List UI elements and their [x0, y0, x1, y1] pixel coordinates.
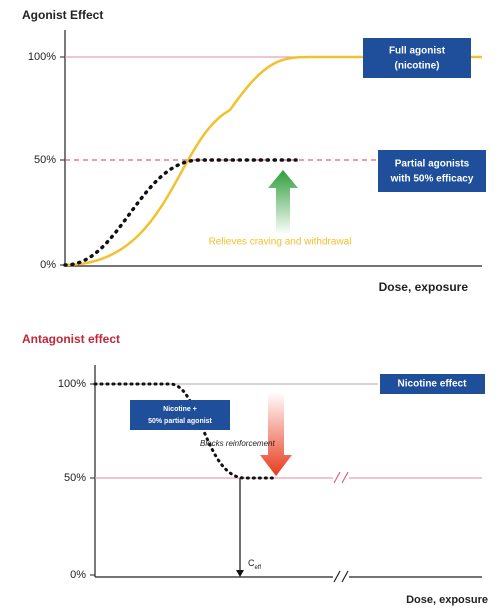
panel-title: Antagonist effect: [22, 332, 120, 346]
y-label: 50%: [34, 154, 56, 166]
concentration-label: Ceff: [248, 558, 261, 570]
annotation: Relieves craving and withdrawal: [209, 237, 352, 248]
c-main: C: [248, 558, 255, 568]
bottom-panel: Antagonist effect 100% 50% 0% Blocks rei…: [22, 332, 488, 606]
combined-curve: [93, 382, 277, 480]
box-text: (nicotine): [395, 61, 440, 72]
y-label: 100%: [58, 378, 86, 390]
green-arrow: [268, 170, 298, 235]
label-box: [130, 400, 230, 430]
partial-agonist-curve: [63, 158, 298, 267]
box-text: Nicotine effect: [398, 379, 468, 390]
x-label: Dose, exposure: [379, 280, 469, 294]
y-label: 50%: [64, 472, 86, 484]
y-label: 100%: [28, 51, 56, 63]
y-label: 0%: [70, 569, 86, 581]
box-text: Partial agonists: [395, 159, 470, 170]
red-arrow: [260, 392, 292, 476]
panel-title: Agonist Effect: [22, 8, 103, 22]
box-text: Full agonist: [389, 46, 446, 57]
box-text: 50% partial agonist: [148, 418, 212, 425]
axis-break: [333, 570, 349, 583]
label-box: [380, 374, 485, 394]
c-sub: eff: [255, 565, 262, 571]
y-label: 0%: [40, 259, 56, 271]
label-box: [378, 150, 486, 192]
top-panel: Agonist Effect 100% 50% 0% Relieves crav…: [22, 8, 486, 294]
x-label: Dose, exposure: [406, 594, 488, 606]
line-break: [333, 471, 349, 484]
box-text: with 50% efficacy: [390, 174, 474, 185]
label-box: [363, 38, 471, 78]
full-agonist-curve: [64, 55, 482, 267]
annotation: Blocks reinforcement: [200, 439, 275, 448]
box-text: Nicotine +: [163, 406, 197, 413]
arrowhead: [236, 570, 244, 577]
